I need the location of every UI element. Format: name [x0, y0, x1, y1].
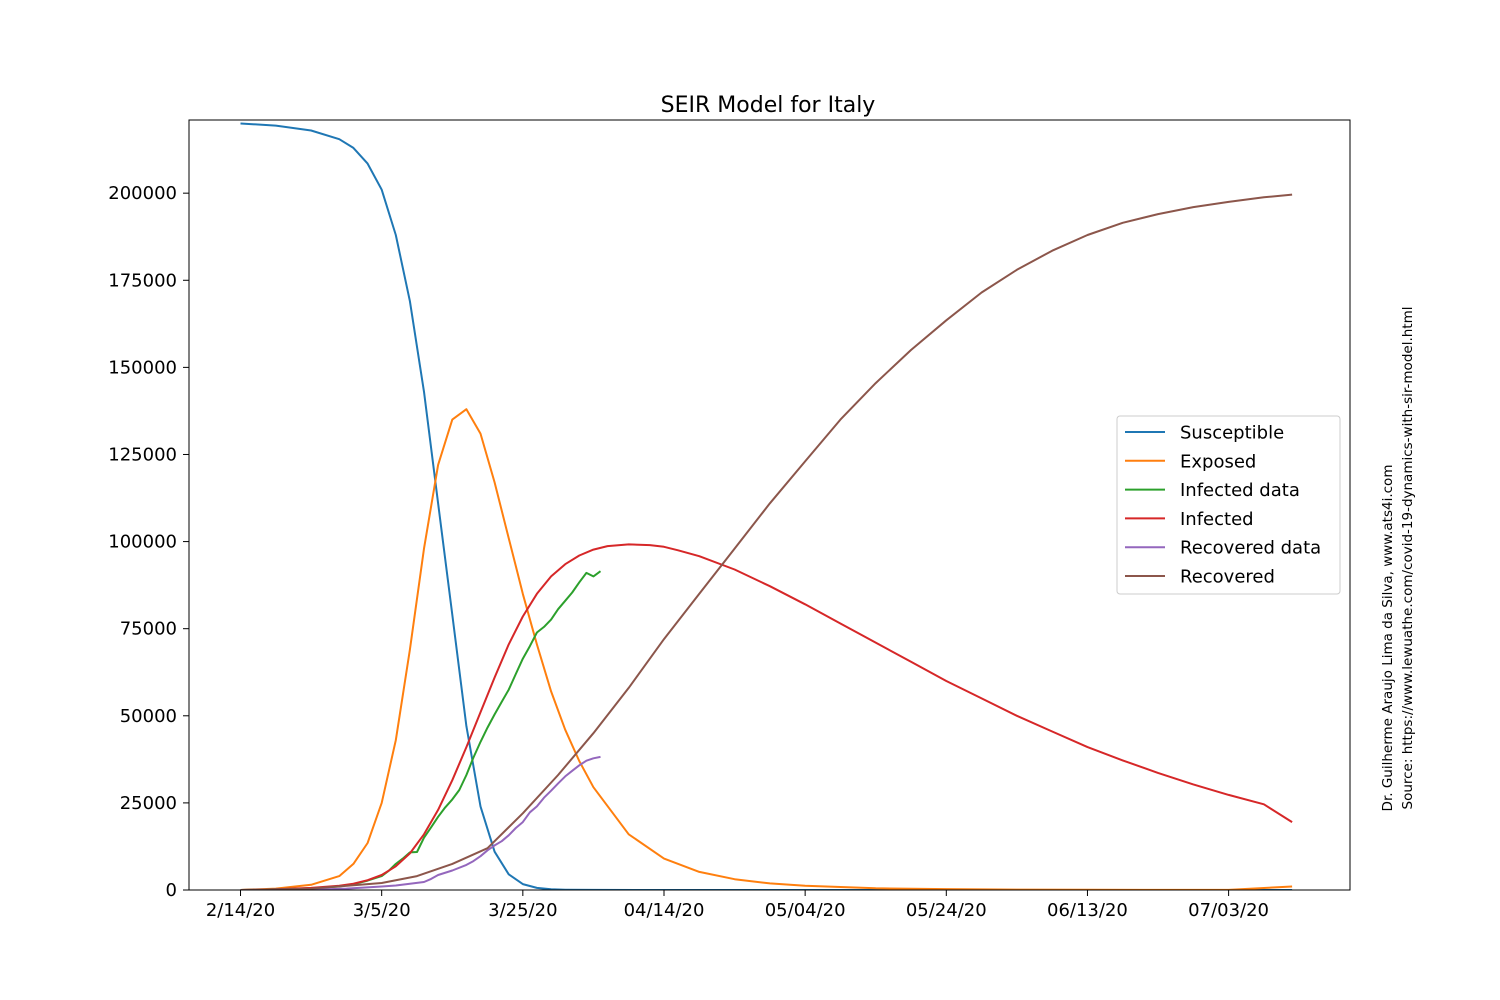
y-tick-label: 75000: [120, 619, 177, 640]
legend-label: Susceptible: [1180, 423, 1284, 444]
legend-label: Exposed: [1180, 451, 1256, 472]
credit-source: Source: https://www.lewuathe.com/covid-1…: [1400, 307, 1416, 810]
x-tick-label: 05/24/20: [906, 900, 987, 921]
axes: 2/14/20 3/5/20 3/25/20 04/14/20 05/04/20 05/2…: [108, 119, 1351, 921]
y-tick-label: 200000: [108, 183, 177, 204]
series-line-exposed: [240, 408, 1293, 890]
series-line-recovered-data: [240, 755, 601, 890]
y-tick-label: 175000: [108, 270, 177, 291]
x-tick-label: 2/14/20: [206, 900, 275, 921]
chart-title: SEIR Model for Italy: [661, 93, 876, 118]
y-tick-label: 50000: [120, 706, 177, 727]
legend-label: Infected data: [1180, 480, 1300, 501]
x-tick-label: 06/13/20: [1047, 900, 1128, 921]
y-tick-label: 125000: [108, 444, 177, 465]
plot-area: [240, 122, 1293, 890]
y-tick-label: 0: [166, 880, 177, 901]
legend: Susceptible Exposed Infected data Infected R…: [1116, 415, 1341, 595]
x-tick-label: 3/25/20: [488, 900, 557, 921]
x-tick-label: 07/03/20: [1188, 900, 1269, 921]
y-tick-label: 150000: [108, 357, 177, 378]
y-tick-label: 100000: [108, 532, 177, 553]
legend-box: [1116, 415, 1341, 595]
y-tick-label: 25000: [120, 793, 177, 814]
legend-label: Recovered data: [1180, 538, 1321, 559]
plot-frame: [188, 119, 1351, 891]
legend-label: Infected: [1180, 509, 1254, 530]
x-tick-label: 3/5/20: [353, 900, 411, 921]
series-line-infected: [240, 543, 1293, 890]
x-tick-label: 05/04/20: [765, 900, 846, 921]
credits: Dr. Guilherme Araujo Lima da Silva, www.…: [1380, 307, 1416, 812]
x-tick-label: 04/14/20: [624, 900, 705, 921]
series-line-recovered: [240, 193, 1293, 890]
legend-label: Recovered: [1180, 567, 1275, 588]
credit-author: Dr. Guilherme Araujo Lima da Silva, www.…: [1380, 465, 1396, 812]
